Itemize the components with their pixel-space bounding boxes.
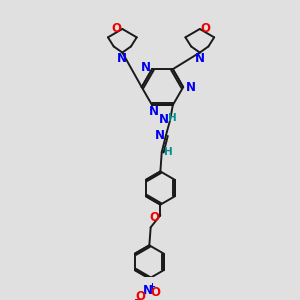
Text: N: N (185, 81, 195, 94)
Text: N: N (155, 129, 165, 142)
Text: H: H (168, 113, 177, 123)
Text: +: + (148, 282, 155, 291)
Text: O: O (150, 211, 160, 224)
Text: N: N (143, 284, 153, 297)
Text: O: O (150, 286, 161, 299)
Text: −: − (133, 295, 141, 300)
Text: O: O (111, 22, 121, 35)
Text: N: N (117, 52, 127, 64)
Text: H: H (164, 146, 173, 157)
Text: O: O (135, 290, 145, 300)
Text: N: N (195, 52, 205, 64)
Text: N: N (140, 61, 150, 74)
Text: N: N (148, 105, 158, 118)
Text: N: N (159, 113, 169, 126)
Text: O: O (201, 22, 211, 35)
